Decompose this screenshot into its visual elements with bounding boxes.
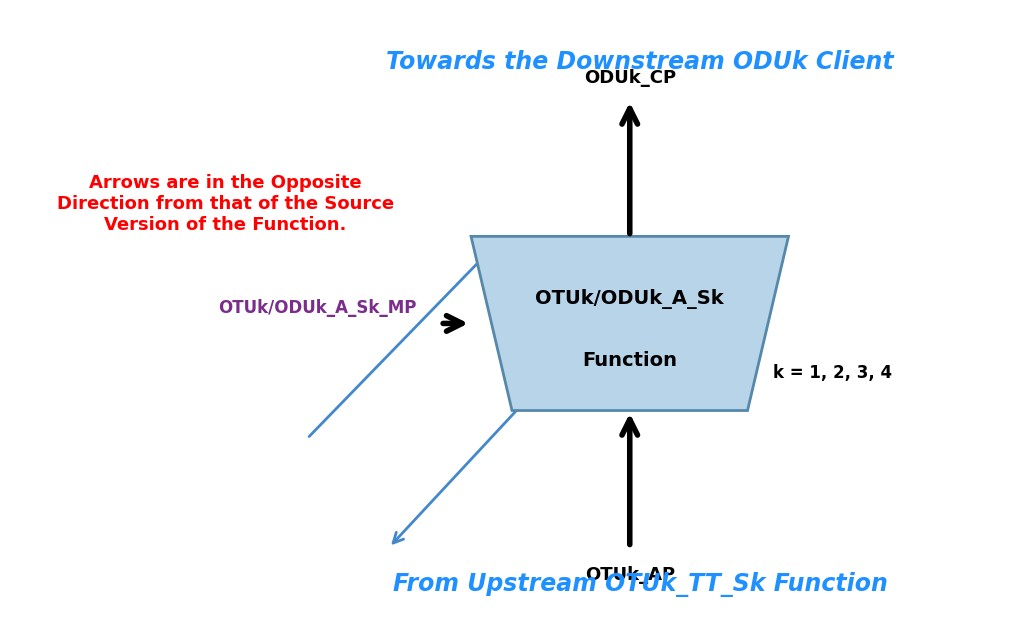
Text: OTUk/ODUk_A_Sk: OTUk/ODUk_A_Sk (536, 289, 724, 309)
Text: OTUk_AP: OTUk_AP (585, 566, 675, 584)
Text: Arrows are in the Opposite
Direction from that of the Source
Version of the Func: Arrows are in the Opposite Direction fro… (56, 174, 394, 234)
Text: k = 1, 2, 3, 4: k = 1, 2, 3, 4 (773, 364, 892, 382)
Text: From Upstream OTUk_TT_Sk Function: From Upstream OTUk_TT_Sk Function (392, 572, 888, 597)
Text: Function: Function (583, 351, 677, 370)
Text: OTUk/ODUk_A_Sk_MP: OTUk/ODUk_A_Sk_MP (218, 299, 417, 317)
Polygon shape (471, 236, 788, 411)
Text: Towards the Downstream ODUk Client: Towards the Downstream ODUk Client (386, 50, 894, 74)
Text: ODUk_CP: ODUk_CP (584, 69, 676, 87)
